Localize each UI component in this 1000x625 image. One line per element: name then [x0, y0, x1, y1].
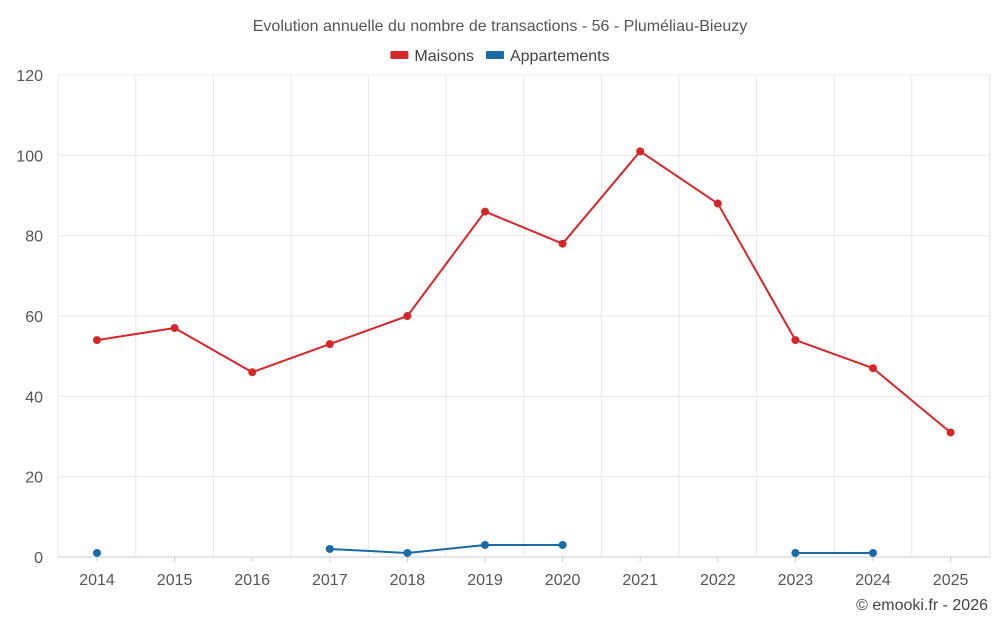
legend-swatch-appartements[interactable]	[485, 51, 504, 59]
x-tick-label: 2016	[234, 572, 270, 589]
x-tick-label: 2017	[312, 572, 348, 589]
x-tick-label: 2019	[467, 572, 503, 589]
x-axis: 2014 2015 2016 2017 2018 2019 2020 2021 2022 2023…	[58, 556, 990, 589]
y-tick-label: 60	[25, 309, 43, 326]
y-tick-label: 80	[25, 229, 43, 246]
data-point-maisons[interactable]	[170, 324, 179, 333]
y-tick-label: 100	[16, 148, 43, 165]
y-tick-label: 0	[34, 550, 43, 567]
x-tick-label: 2021	[622, 572, 658, 589]
data-point-maisons[interactable]	[713, 199, 722, 208]
series-line-maisons	[96, 150, 952, 434]
y-tick-label: 120	[16, 68, 43, 85]
data-point-maisons[interactable]	[791, 336, 800, 345]
series-line-appartements	[329, 543, 563, 554]
x-tick-label: 2015	[157, 572, 193, 589]
x-tick-label: 2025	[933, 572, 969, 589]
data-point-appartements[interactable]	[325, 544, 334, 553]
credit-text: © emooki.fr - 2026	[856, 597, 988, 614]
y-tick-label: 20	[25, 470, 43, 487]
data-point-appartements[interactable]	[403, 548, 412, 557]
data-point-maisons[interactable]	[869, 364, 877, 373]
x-tick-label: 2024	[855, 572, 891, 589]
data-point-appartements[interactable]	[481, 540, 489, 549]
data-point-appartements[interactable]	[791, 548, 800, 557]
series-appartements	[93, 540, 877, 557]
chart-title: Evolution annuelle du nombre de transact…	[253, 18, 748, 35]
legend: Maisons Appartements	[390, 48, 610, 65]
data-point-appartements[interactable]	[93, 548, 101, 557]
legend-label-maisons: Maisons	[414, 48, 474, 65]
data-point-maisons[interactable]	[481, 207, 489, 216]
data-point-maisons[interactable]	[325, 340, 334, 349]
x-tick-label: 2018	[390, 572, 426, 589]
data-point-maisons[interactable]	[946, 428, 955, 437]
x-tick-label: 2023	[778, 572, 814, 589]
legend-swatch-maisons[interactable]	[390, 51, 409, 59]
data-point-appartements[interactable]	[869, 548, 877, 557]
data-point-maisons[interactable]	[558, 239, 567, 248]
legend-label-appartements: Appartements	[510, 48, 610, 65]
series-maisons	[93, 147, 955, 437]
data-point-maisons[interactable]	[636, 147, 645, 156]
data-point-maisons[interactable]	[93, 336, 101, 345]
y-axis: 0 20 40 60 80 100 120	[16, 68, 43, 567]
data-point-appartements[interactable]	[558, 540, 567, 549]
x-tick-label: 2014	[79, 572, 115, 589]
series-layer	[93, 147, 955, 557]
x-tick-label: 2022	[700, 572, 736, 589]
y-tick-label: 40	[25, 389, 43, 406]
data-point-maisons[interactable]	[248, 368, 257, 377]
data-point-maisons[interactable]	[403, 312, 412, 320]
grid	[57, 74, 991, 557]
x-tick-label: 2020	[545, 572, 581, 589]
